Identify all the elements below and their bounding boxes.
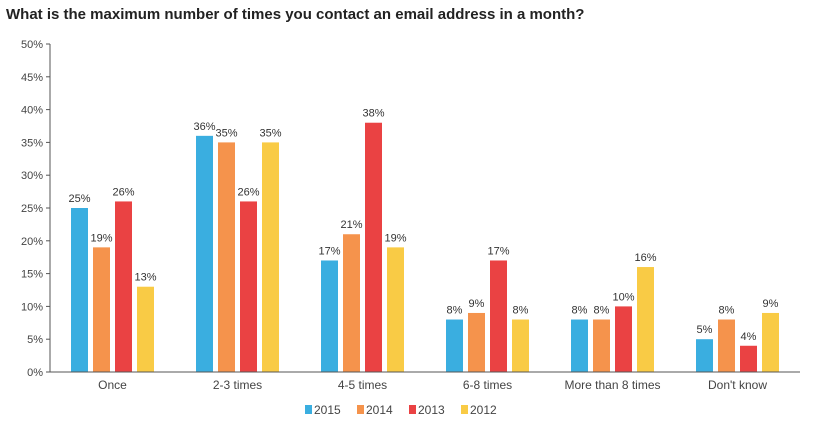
legend-swatch-2013	[409, 405, 416, 414]
data-label: 21%	[340, 219, 362, 231]
bar-2012-4	[637, 267, 654, 372]
data-label: 9%	[763, 298, 779, 310]
x-tick-label: Once	[98, 378, 127, 392]
y-axis: 0% 5% 10% 15% 20% 25% 30% 35% 40% 45% 50%	[21, 39, 51, 379]
y-tick-label: 20%	[21, 236, 43, 248]
data-label: 19%	[90, 232, 112, 244]
bar-2015-5	[696, 339, 713, 372]
bar-2012-2	[387, 247, 404, 372]
bars: 25%19%26%13%36%35%26%35%17%21%38%19%8%9%…	[68, 108, 779, 372]
data-label: 5%	[697, 324, 713, 336]
data-label: 16%	[634, 252, 656, 264]
data-label: 26%	[237, 186, 259, 198]
bar-2013-2	[365, 122, 382, 372]
data-label: 38%	[362, 108, 384, 120]
data-label: 8%	[719, 305, 735, 317]
data-label: 9%	[469, 298, 485, 310]
bar-2012-5	[762, 312, 779, 372]
legend-label: 2013	[418, 403, 445, 417]
bar-2014-5	[718, 319, 735, 372]
legend-swatch-2012	[461, 405, 468, 414]
data-label: 35%	[215, 127, 237, 139]
data-label: 26%	[112, 186, 134, 198]
bar-2015-4	[571, 319, 588, 372]
bar-2013-3	[490, 260, 507, 372]
data-label: 8%	[572, 305, 588, 317]
bar-2014-4	[593, 319, 610, 372]
bar-2015-3	[446, 319, 463, 372]
bar-2013-1	[240, 201, 257, 372]
legend-label: 2015	[314, 403, 341, 417]
y-tick-label: 25%	[21, 203, 43, 215]
bar-2014-1	[218, 142, 235, 372]
data-label: 36%	[193, 121, 215, 133]
legend-label: 2012	[470, 403, 497, 417]
data-label: 8%	[594, 305, 610, 317]
bar-2012-0	[137, 286, 154, 372]
bar-2012-3	[512, 319, 529, 372]
x-tick-label: 6-8 times	[463, 378, 512, 392]
x-axis: Once 2-3 times 4-5 times 6-8 times More than…	[50, 371, 800, 392]
legend-swatch-2014	[357, 405, 364, 414]
data-label: 35%	[259, 127, 281, 139]
data-label: 10%	[612, 291, 634, 303]
bar-2013-4	[615, 306, 632, 372]
data-label: 17%	[487, 245, 509, 257]
bar-2014-0	[93, 247, 110, 372]
bar-2014-3	[468, 312, 485, 372]
y-tick-label: 15%	[21, 269, 43, 281]
y-tick-label: 30%	[21, 170, 43, 182]
x-tick-label: 4-5 times	[338, 378, 387, 392]
y-tick-label: 35%	[21, 137, 43, 149]
x-tick-label: 2-3 times	[213, 378, 262, 392]
data-label: 19%	[384, 232, 406, 244]
legend-label: 2014	[366, 403, 393, 417]
y-tick-label: 45%	[21, 72, 43, 84]
y-tick-label: 40%	[21, 105, 43, 117]
legend: 2015 2014 2013 2012	[305, 403, 497, 417]
x-tick-label: More than 8 times	[564, 378, 660, 392]
bar-2013-5	[740, 345, 757, 372]
data-label: 13%	[134, 272, 156, 284]
y-tick-label: 0%	[27, 367, 43, 379]
x-tick-label: Don't know	[708, 378, 767, 392]
bar-2012-1	[262, 142, 279, 372]
y-tick-label: 5%	[27, 334, 43, 346]
data-label: 17%	[318, 245, 340, 257]
y-tick-label: 10%	[21, 301, 43, 313]
bar-2013-0	[115, 201, 132, 372]
data-label: 25%	[68, 193, 90, 205]
chart-title: What is the maximum number of times you …	[6, 6, 585, 23]
data-label: 8%	[513, 305, 529, 317]
data-label: 4%	[741, 331, 757, 343]
bar-2015-2	[321, 260, 338, 372]
data-label: 8%	[447, 305, 463, 317]
y-tick-label: 50%	[21, 39, 43, 51]
bar-2014-2	[343, 234, 360, 372]
bar-2015-1	[196, 135, 213, 372]
bar-2015-0	[71, 208, 88, 372]
legend-swatch-2015	[305, 405, 312, 414]
